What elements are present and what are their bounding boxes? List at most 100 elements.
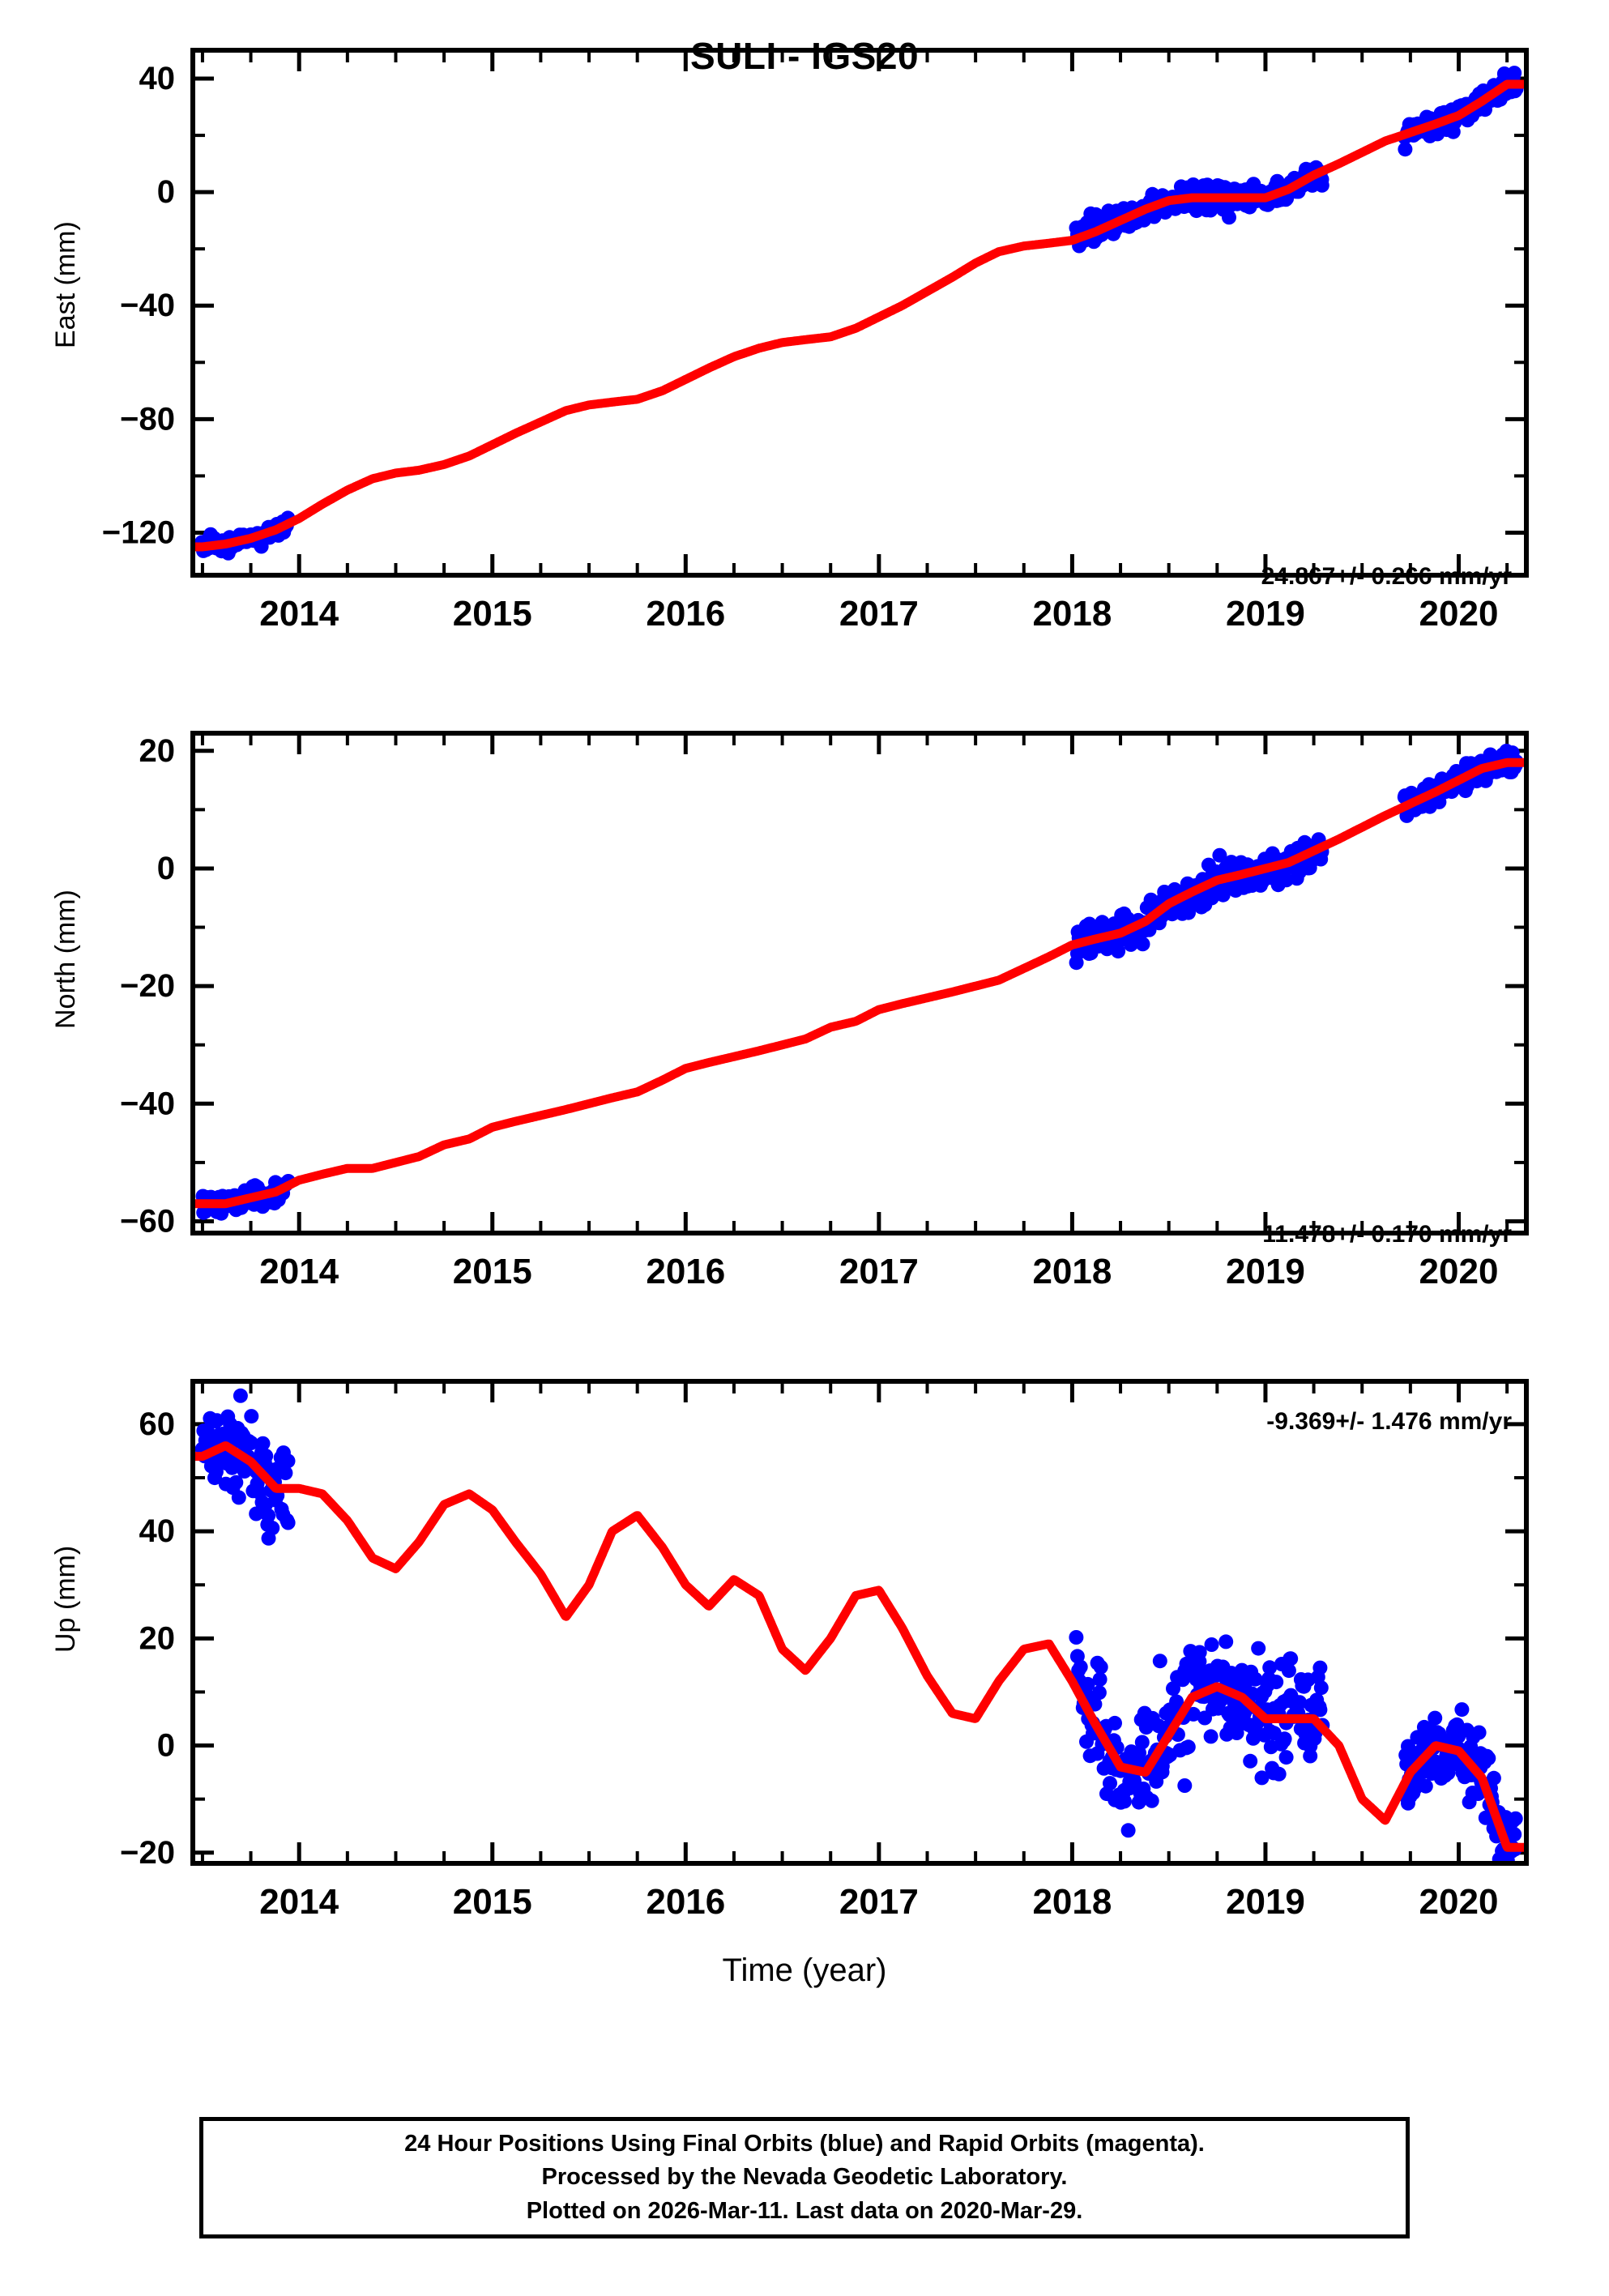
data-point <box>1135 937 1150 952</box>
data-point <box>1091 1685 1107 1701</box>
data-point <box>1192 1645 1207 1660</box>
x-tick-label: 2017 <box>839 1882 919 1922</box>
data-point <box>1254 1770 1270 1786</box>
y-tick-label: 40 <box>139 61 176 96</box>
x-tick-label: 2019 <box>1226 1882 1305 1922</box>
data-point <box>1203 1729 1218 1744</box>
data-point <box>1093 1659 1108 1675</box>
data-point <box>1243 1753 1258 1769</box>
data-point <box>1180 1739 1196 1755</box>
data-point <box>1218 1634 1234 1649</box>
data-point <box>1166 1681 1180 1696</box>
data-points-group <box>195 66 1524 561</box>
x-tick-label: 2015 <box>453 594 532 634</box>
data-points-group <box>195 1388 1523 1861</box>
data-point <box>1186 1706 1201 1722</box>
data-point <box>280 1453 296 1469</box>
data-point <box>1314 177 1329 193</box>
data-point <box>1281 1663 1296 1679</box>
data-point <box>1507 1827 1522 1842</box>
plot-frame <box>190 731 1529 1235</box>
data-point <box>1507 66 1522 81</box>
data-point <box>1117 1794 1132 1809</box>
y-tick-label: 40 <box>139 1513 176 1549</box>
east-plot-area: 40 0 −40 −80 −120 2014 2015 2016 2017 2018 2019 202… <box>102 48 1529 634</box>
data-point <box>1471 1725 1487 1740</box>
x-tick-label: 2015 <box>453 1252 532 1291</box>
data-point <box>1440 1765 1456 1781</box>
rate-annotation-north: 11.478+/- 0.170 mm/yr <box>1262 1221 1512 1248</box>
x-tick-label: 2019 <box>1226 594 1305 634</box>
y-axis-label-east: East (mm) <box>50 221 81 348</box>
y-tick-label: −40 <box>120 1086 175 1121</box>
x-axis-label: Time (year) <box>722 1952 887 1988</box>
data-point <box>1277 1731 1292 1747</box>
data-point <box>1108 1715 1122 1731</box>
y-axis-label-up: Up (mm) <box>50 1545 81 1653</box>
data-point <box>1508 1811 1523 1826</box>
x-tick-label: 2017 <box>839 594 919 634</box>
data-point <box>1144 1793 1159 1808</box>
data-point <box>1152 1654 1167 1669</box>
y-tick-label: 20 <box>139 733 176 769</box>
plot-frame <box>190 1379 1529 1866</box>
data-point <box>1292 1695 1308 1710</box>
data-point <box>1313 1680 1329 1696</box>
x-tick-label: 2014 <box>259 594 339 634</box>
y-tick-label: −120 <box>102 514 175 550</box>
data-point <box>1278 1750 1294 1765</box>
data-point <box>1151 1718 1167 1734</box>
data-point <box>1103 1776 1117 1791</box>
trend-line-group <box>195 79 1524 552</box>
data-point <box>280 1515 296 1530</box>
data-points-group <box>195 744 1524 1221</box>
data-point <box>1271 1766 1287 1782</box>
x-tick-label: 2019 <box>1226 1252 1305 1291</box>
data-point <box>1418 1778 1433 1794</box>
data-point <box>261 1508 276 1523</box>
data-point <box>1283 1651 1299 1667</box>
y-tick-label: −80 <box>120 401 175 437</box>
x-tick-label: 2016 <box>646 1882 725 1922</box>
data-point <box>1486 1770 1501 1786</box>
caption-line-1: 24 Hour Positions Using Final Orbits (bl… <box>404 2131 1205 2157</box>
data-point <box>1229 1726 1244 1740</box>
x-tick-label: 2018 <box>1032 1252 1112 1291</box>
data-point <box>1428 1710 1443 1726</box>
data-point <box>1269 1675 1284 1690</box>
trend-line <box>195 758 1524 1209</box>
data-point <box>233 1388 248 1403</box>
chart-panel-east: 40 0 −40 −80 −120 2014 2015 2016 2017 2018 2019 202… <box>0 0 1609 648</box>
x-tick-label: 2020 <box>1419 1252 1499 1291</box>
data-point <box>1251 1641 1266 1656</box>
caption-box: 24 Hour Positions Using Final Orbits (bl… <box>199 2117 1410 2238</box>
data-point <box>1177 1778 1193 1793</box>
x-tick-label: 2014 <box>259 1252 339 1291</box>
y-tick-label: 60 <box>139 1406 176 1442</box>
rate-annotation-up: -9.369+/- 1.476 mm/yr <box>1266 1408 1512 1435</box>
data-point <box>244 1436 258 1450</box>
trend-line <box>195 1441 1524 1852</box>
data-point <box>231 1490 246 1505</box>
y-tick-label: 20 <box>139 1620 176 1656</box>
data-point <box>1134 1735 1150 1750</box>
caption-line-2: Processed by the Nevada Geodetic Laborat… <box>541 2164 1068 2191</box>
y-tick-label: −20 <box>120 968 175 1004</box>
data-point <box>1120 1823 1136 1838</box>
trend-line-group <box>195 1441 1524 1852</box>
data-point <box>1481 1751 1496 1766</box>
data-point <box>255 1436 271 1451</box>
data-point <box>1312 1702 1328 1718</box>
x-tick-label: 2014 <box>259 1882 339 1922</box>
y-tick-label: −20 <box>120 1835 175 1871</box>
data-point <box>1073 1659 1088 1675</box>
data-point <box>1248 1671 1263 1687</box>
data-point <box>258 1449 274 1464</box>
data-point <box>1204 1637 1219 1652</box>
data-point <box>228 1474 244 1490</box>
x-tick-label: 2017 <box>839 1252 919 1291</box>
x-tick-label: 2016 <box>646 1252 725 1291</box>
data-point <box>1092 1671 1108 1687</box>
data-point <box>244 1409 259 1424</box>
trend-line <box>195 79 1524 552</box>
